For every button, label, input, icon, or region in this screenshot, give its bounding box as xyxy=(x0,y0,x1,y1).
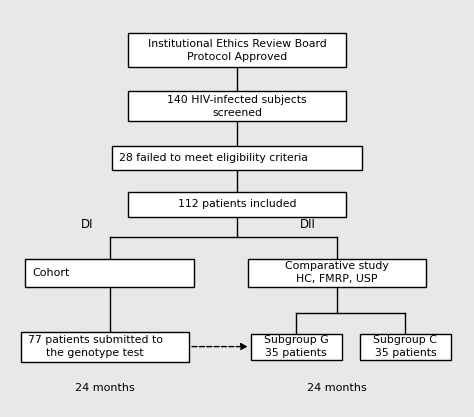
Text: 24 months: 24 months xyxy=(307,383,367,393)
FancyBboxPatch shape xyxy=(128,91,346,121)
FancyBboxPatch shape xyxy=(112,146,362,171)
Text: DII: DII xyxy=(300,218,316,231)
Text: Subgroup C
35 patients: Subgroup C 35 patients xyxy=(374,335,438,358)
Text: 24 months: 24 months xyxy=(75,383,135,393)
Text: 77 patients submitted to
the genotype test: 77 patients submitted to the genotype te… xyxy=(27,335,163,358)
FancyBboxPatch shape xyxy=(251,334,342,359)
Text: Subgroup G
35 patients: Subgroup G 35 patients xyxy=(264,335,328,358)
FancyBboxPatch shape xyxy=(26,259,194,286)
Text: 140 HIV-infected subjects
screened: 140 HIV-infected subjects screened xyxy=(167,95,307,118)
Text: Institutional Ethics Review Board
Protocol Approved: Institutional Ethics Review Board Protoc… xyxy=(147,39,327,62)
FancyBboxPatch shape xyxy=(360,334,451,359)
FancyBboxPatch shape xyxy=(128,33,346,68)
FancyBboxPatch shape xyxy=(128,193,346,216)
FancyBboxPatch shape xyxy=(248,259,426,286)
Text: 28 failed to meet eligibility criteria: 28 failed to meet eligibility criteria xyxy=(118,153,308,163)
Text: 112 patients included: 112 patients included xyxy=(178,199,296,209)
FancyBboxPatch shape xyxy=(21,332,189,362)
Text: DI: DI xyxy=(81,218,93,231)
Text: Comparative study
HC, FMRP, USP: Comparative study HC, FMRP, USP xyxy=(285,261,389,284)
Text: Cohort: Cohort xyxy=(32,268,70,278)
